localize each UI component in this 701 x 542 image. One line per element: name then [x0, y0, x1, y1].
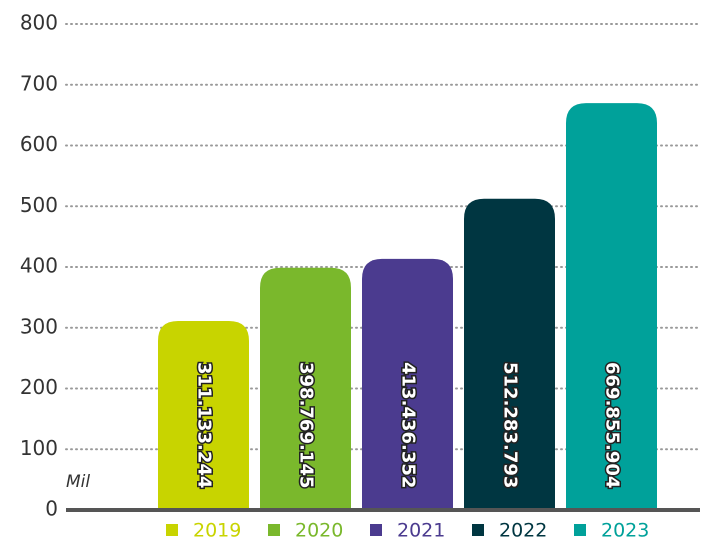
y-tick-label: 500: [20, 193, 58, 217]
y-tick-label: 300: [20, 314, 58, 338]
value-label: 512.283.793: [500, 362, 521, 488]
y-tick-label: 100: [20, 436, 58, 460]
value-label: 669.855.904: [602, 362, 623, 488]
value-label: 311.133.244: [194, 362, 215, 488]
y-tick-label: 800: [20, 11, 58, 35]
legend-swatch: [472, 524, 484, 536]
bar: [566, 103, 657, 511]
legend-swatch: [370, 524, 382, 536]
y-axis-label: Mil: [66, 472, 90, 492]
bar: [158, 320, 249, 510]
y-tick-label: 700: [20, 71, 58, 95]
legend-label: 2021: [397, 520, 445, 542]
legend-swatch: [268, 524, 280, 536]
y-tick-label: 200: [20, 375, 58, 399]
legend-label: 2023: [601, 520, 649, 542]
value-label: 398.769.145: [296, 362, 317, 488]
legend-label: 2022: [499, 520, 547, 542]
legend-swatch: [574, 524, 586, 536]
bar: [464, 198, 555, 510]
y-tick-label: 0: [45, 497, 58, 521]
bar: [362, 258, 453, 510]
y-tick-label: 400: [20, 254, 58, 278]
legend-label: 2019: [193, 520, 241, 542]
legend-swatch: [166, 524, 178, 536]
y-tick-label: 600: [20, 132, 58, 156]
bar: [260, 267, 351, 510]
legend-label: 2020: [295, 520, 343, 542]
value-label: 413.436.352: [398, 362, 419, 488]
